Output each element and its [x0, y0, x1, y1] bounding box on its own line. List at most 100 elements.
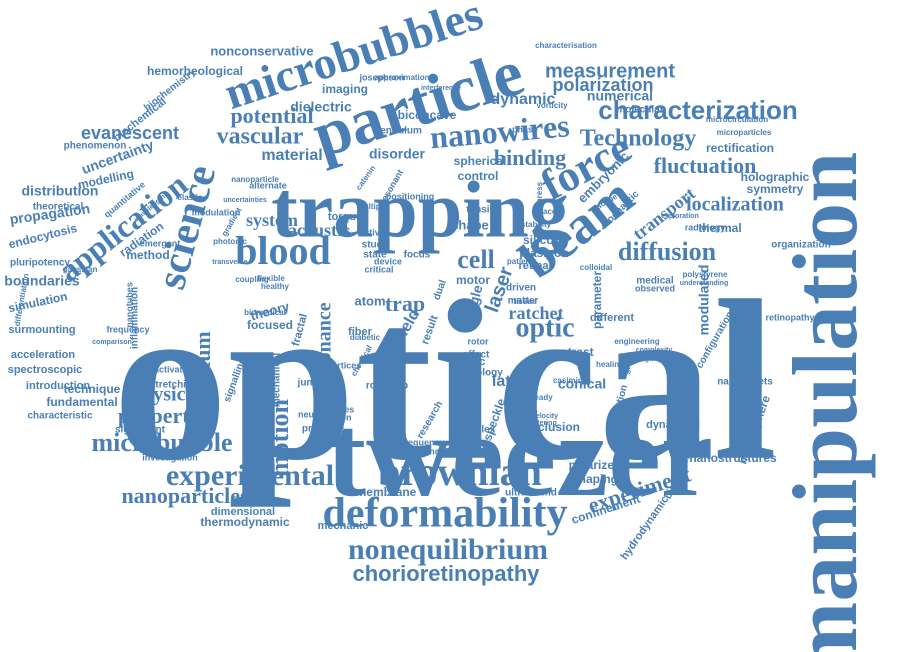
- word-material: material: [261, 147, 322, 164]
- word-understanding: understanding: [680, 280, 729, 287]
- word-positioning: positioning: [386, 191, 435, 201]
- word-medical: medical: [636, 276, 673, 287]
- word-complex: complex: [455, 425, 496, 436]
- word-nanostructures: nanostructures: [689, 451, 777, 465]
- word-phenomenon: phenomenon: [64, 141, 127, 152]
- word-motor: motor: [456, 273, 490, 287]
- word-observed: observed: [635, 283, 675, 293]
- word-active: active: [359, 227, 385, 237]
- word-chorioretinopathy: chorioretinopathy: [352, 561, 540, 586]
- word-brownian: brownian: [378, 449, 542, 494]
- word-frequency: frequency: [106, 324, 149, 334]
- word-dimensional: dimensional: [211, 506, 275, 518]
- word-nanoparticles: nanoparticles: [121, 483, 249, 508]
- word-trap: trap: [385, 291, 425, 316]
- word-tweezer: tweezer: [327, 390, 713, 521]
- word-scattering: scattering: [523, 420, 556, 427]
- word-fiber: fiber: [348, 326, 373, 338]
- word-ultrasound: ultrasound: [505, 488, 557, 499]
- word-multiple: multiple: [357, 202, 388, 211]
- word-frequency: frequency: [401, 437, 444, 447]
- word-emergent: emergent: [140, 238, 181, 248]
- word-position: position: [317, 412, 352, 422]
- word-significant: significant: [115, 425, 166, 436]
- word-organization: organization: [771, 240, 830, 251]
- word-physical: physical: [131, 384, 201, 406]
- word-nonconservative: nonconservative: [210, 43, 313, 58]
- word-biology: biology: [467, 368, 503, 379]
- word-complexity: complexity: [636, 347, 673, 354]
- word-mechanic: mechanic: [318, 520, 369, 532]
- word-diabetes: diabetes: [318, 404, 355, 414]
- word-shaping: shaping: [572, 472, 618, 486]
- word-parameter: parameter: [590, 271, 604, 329]
- word-acoustic: acoustic: [288, 220, 350, 240]
- word-device: device: [374, 256, 402, 266]
- word-microparticles: microparticles: [717, 128, 772, 137]
- word-phase: phase: [512, 124, 538, 134]
- word-uncertainties: uncertainties: [223, 197, 267, 204]
- word-molecular: molecular: [616, 105, 663, 116]
- word-symmetry: symmetry: [747, 182, 804, 196]
- word-investigation: investigation: [142, 452, 198, 462]
- word-rectification: rectification: [706, 141, 774, 155]
- word-pressure: pressure: [302, 424, 345, 435]
- word-momentum: momentum: [190, 331, 215, 439]
- word-nonequilibrium: nonequilibrium: [348, 533, 548, 566]
- word-spectroscopic: spectroscopic: [8, 364, 83, 376]
- word-focus: focus: [404, 250, 431, 261]
- word-matter: matter: [508, 296, 539, 307]
- word-control: control: [458, 169, 499, 183]
- word-tissue: tissue: [513, 297, 537, 306]
- word-surmounting: surmounting: [8, 324, 75, 336]
- word-microcirculation: microcirculation: [706, 115, 768, 124]
- word-colloidal: colloidal: [580, 263, 612, 272]
- word-casimir: casimir: [553, 376, 581, 385]
- word-express: express: [535, 181, 544, 212]
- word-resonance: resonance: [314, 302, 336, 387]
- word-stretching: stretching: [150, 380, 198, 391]
- word-space: space: [534, 207, 557, 216]
- word-engineering: engineering: [614, 337, 659, 346]
- word-influence: influence: [405, 446, 445, 456]
- word-motion: motion: [265, 398, 294, 477]
- word-alternate: alternate: [249, 180, 287, 190]
- word-retinal: retinal: [518, 260, 551, 272]
- word-physic: physic: [451, 356, 486, 368]
- word-tension: tension: [466, 205, 502, 216]
- word-pendulum: pendulum: [374, 126, 422, 137]
- word-experimental: experimental: [166, 459, 334, 492]
- word-binding: binding: [494, 145, 566, 170]
- word-steady: steady: [527, 393, 553, 402]
- word-vascular: vascular: [217, 124, 304, 150]
- word-exploration: exploration: [661, 213, 699, 220]
- word-occlusion: occlusion: [524, 420, 580, 434]
- word-photonic: photonic: [213, 237, 247, 246]
- word-study: study: [362, 240, 389, 251]
- word-interference: interference: [421, 85, 461, 92]
- word-ratchet: ratchet: [509, 303, 564, 323]
- word-disorder: disorder: [369, 146, 426, 162]
- word-diabetic: diabetic: [350, 333, 381, 342]
- word-pluripotency: pluripotency: [10, 258, 70, 269]
- word-spherical: spherical: [454, 154, 507, 168]
- word-hemorheological: hemorheological: [147, 64, 243, 78]
- word-dynamical: dynamical: [646, 419, 700, 431]
- word-atom: atom: [354, 293, 385, 308]
- word-characterization: characterization: [598, 95, 797, 125]
- word-roadmap: roadmap: [366, 381, 408, 392]
- word-elastic: elastic: [178, 193, 203, 202]
- word-gaussian: gaussian: [63, 265, 98, 274]
- word-method: method: [126, 248, 169, 262]
- word-theoretical: theoretical: [33, 202, 84, 213]
- word-effect: effect: [463, 350, 490, 361]
- word-focused: focused: [247, 318, 293, 332]
- word-stability: stability: [521, 220, 552, 229]
- word-neutral: neutral: [298, 409, 328, 419]
- word-activation: activation: [154, 364, 196, 374]
- word-dielectric: dielectric: [290, 99, 352, 115]
- word-imaging: imaging: [322, 82, 368, 96]
- word-state: state: [363, 250, 387, 261]
- word-boundaries: boundaries: [4, 273, 80, 289]
